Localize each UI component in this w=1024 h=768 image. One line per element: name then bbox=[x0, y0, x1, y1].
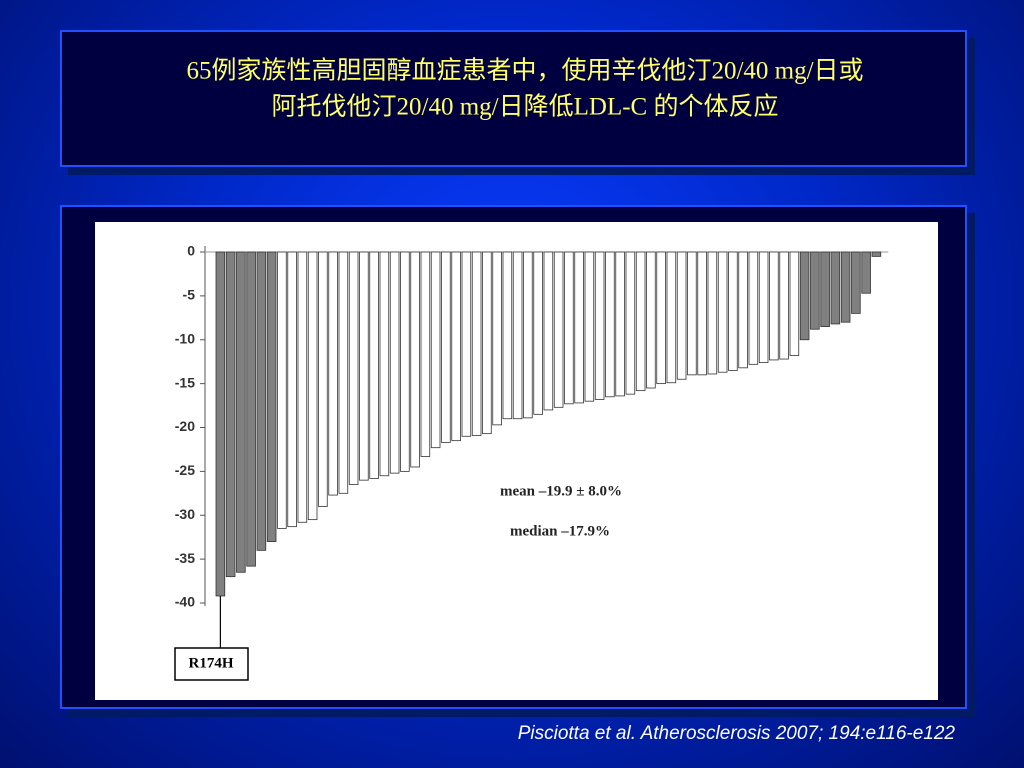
bar bbox=[799, 251, 810, 341]
bar bbox=[789, 251, 800, 356]
bar bbox=[389, 251, 400, 474]
title-line: 阿托伐他汀20/40 mg/日降低LDL-C 的个体反应 bbox=[272, 93, 779, 121]
annotation: median –17.9% bbox=[510, 523, 610, 539]
annotation: mean –19.9 ± 8.0% bbox=[500, 483, 622, 499]
bar bbox=[810, 251, 820, 330]
bar bbox=[461, 251, 472, 437]
bar bbox=[523, 251, 533, 419]
bar bbox=[707, 251, 718, 375]
bar bbox=[615, 251, 625, 397]
bar bbox=[256, 251, 267, 551]
bar bbox=[564, 251, 574, 405]
bar bbox=[697, 251, 707, 376]
bar bbox=[543, 251, 554, 411]
bar bbox=[420, 251, 431, 457]
bar bbox=[748, 251, 759, 365]
bar bbox=[594, 251, 605, 400]
bar bbox=[656, 251, 666, 385]
bar bbox=[769, 251, 779, 361]
bar bbox=[492, 251, 502, 426]
bar bbox=[246, 251, 256, 567]
bar bbox=[635, 251, 646, 392]
bar bbox=[605, 251, 615, 398]
callout-box bbox=[174, 647, 249, 681]
y-tick-label: 0 bbox=[187, 243, 195, 259]
bar bbox=[318, 251, 328, 507]
bar bbox=[215, 251, 226, 597]
bar bbox=[851, 251, 861, 314]
bar bbox=[328, 251, 338, 496]
bar bbox=[430, 251, 441, 449]
callout: R174H bbox=[189, 655, 234, 671]
bar bbox=[666, 251, 677, 384]
bar bbox=[574, 251, 584, 404]
bar bbox=[728, 251, 738, 371]
bar bbox=[441, 251, 451, 443]
y-tick-label: -35 bbox=[175, 550, 195, 566]
bar bbox=[451, 251, 461, 442]
bar bbox=[482, 251, 492, 435]
bar bbox=[646, 251, 656, 389]
bar bbox=[871, 251, 882, 257]
bar bbox=[266, 251, 277, 542]
bar bbox=[287, 251, 297, 528]
bar bbox=[410, 251, 420, 468]
bar bbox=[502, 251, 513, 420]
bar bbox=[225, 251, 236, 578]
bar bbox=[758, 251, 769, 363]
bar bbox=[533, 251, 543, 415]
citation: Pisciotta et al. Atherosclerosis 2007; 1… bbox=[518, 723, 956, 744]
bar bbox=[717, 251, 728, 373]
bar bbox=[840, 251, 851, 323]
bar bbox=[779, 251, 789, 360]
bar bbox=[512, 251, 523, 420]
y-tick-label: -25 bbox=[175, 462, 195, 478]
y-tick-label: -40 bbox=[175, 594, 195, 610]
bar bbox=[400, 251, 410, 472]
bar bbox=[676, 251, 687, 380]
bar bbox=[820, 251, 830, 327]
bar bbox=[369, 251, 379, 479]
y-tick-label: -15 bbox=[175, 374, 195, 390]
bar bbox=[359, 251, 369, 481]
bar bbox=[687, 251, 697, 376]
bar bbox=[379, 251, 390, 477]
bar bbox=[348, 251, 359, 485]
bar bbox=[297, 251, 308, 523]
y-tick-label: -10 bbox=[175, 330, 195, 346]
bar bbox=[738, 251, 748, 369]
bar bbox=[625, 251, 636, 395]
y-tick-label: -20 bbox=[175, 418, 195, 434]
bar bbox=[553, 251, 564, 408]
title-line: 65例家族性高胆固醇血症患者中，使用辛伐他汀20/40 mg/日或 bbox=[186, 57, 863, 85]
y-tick-label: -30 bbox=[175, 506, 195, 522]
bar bbox=[277, 251, 287, 529]
bar bbox=[861, 251, 871, 294]
y-tick-label: -5 bbox=[183, 287, 196, 303]
bar bbox=[338, 251, 349, 494]
bar bbox=[236, 251, 246, 573]
bar bbox=[584, 251, 595, 402]
title-box bbox=[60, 30, 967, 167]
bar bbox=[307, 251, 318, 521]
bar bbox=[471, 251, 482, 436]
bar bbox=[830, 251, 841, 325]
